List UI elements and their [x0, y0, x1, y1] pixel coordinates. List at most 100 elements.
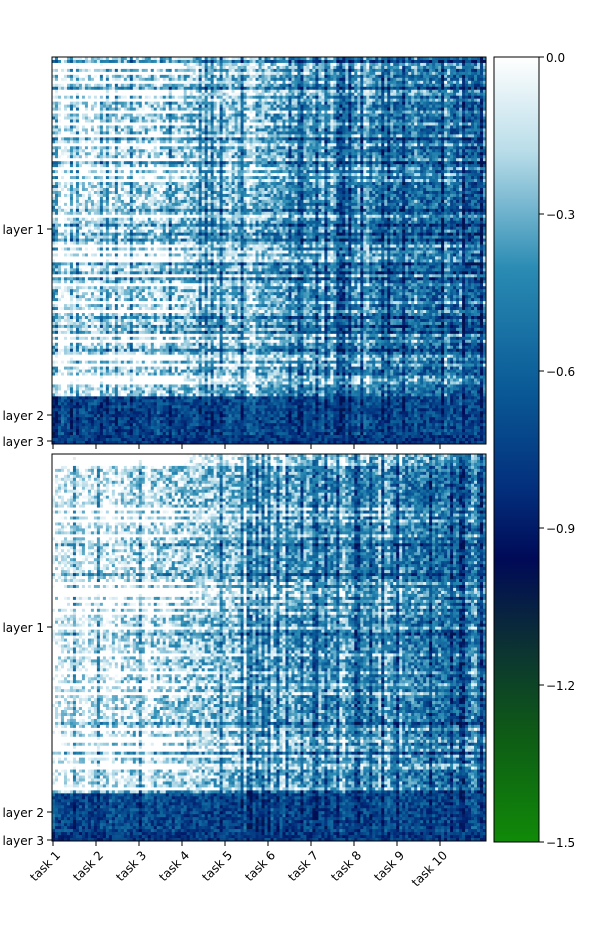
- heatmap-cell: [285, 75, 288, 78]
- heatmap-cell: [265, 72, 268, 75]
- heatmap-cell: [169, 60, 172, 63]
- heatmap-cell: [202, 63, 205, 66]
- heatmap-cell: [300, 63, 303, 66]
- heatmap-cell: [288, 84, 291, 87]
- heatmap-cell: [91, 78, 94, 81]
- heatmap-cell: [259, 87, 262, 90]
- heatmap-cell: [351, 66, 354, 69]
- heatmap-cell: [408, 57, 411, 60]
- heatmap-cell: [357, 87, 360, 90]
- heatmap-cell: [441, 78, 444, 81]
- heatmap-cell: [444, 87, 447, 90]
- heatmap-cell: [366, 78, 369, 81]
- heatmap-cell: [136, 60, 139, 63]
- heatmap-cell: [474, 57, 477, 60]
- heatmap-cell: [306, 66, 309, 69]
- heatmap-cell: [238, 72, 241, 75]
- heatmap-cell: [342, 93, 345, 96]
- heatmap-cell: [324, 57, 327, 60]
- heatmap-cell: [112, 66, 115, 69]
- heatmap-cell: [79, 90, 82, 93]
- heatmap-cell: [214, 87, 217, 90]
- heatmap-cell: [247, 75, 250, 78]
- heatmap-cell: [151, 87, 154, 90]
- heatmap-cell: [202, 75, 205, 78]
- heatmap-cell: [453, 84, 456, 87]
- heatmap-cell: [205, 72, 208, 75]
- heatmap-cell: [435, 93, 438, 96]
- heatmap-cell: [315, 57, 318, 60]
- heatmap-cell: [291, 84, 294, 87]
- heatmap-cell: [145, 75, 148, 78]
- heatmap-cell: [187, 93, 190, 96]
- heatmap-cell: [136, 66, 139, 69]
- heatmap-cell: [459, 57, 462, 60]
- heatmap-cell: [115, 81, 118, 84]
- heatmap-cell: [276, 72, 279, 75]
- heatmap-cell: [100, 81, 103, 84]
- heatmap-cell: [453, 75, 456, 78]
- heatmap-cell: [253, 63, 256, 66]
- heatmap-cell: [402, 60, 405, 63]
- heatmap-cell: [468, 84, 471, 87]
- heatmap-cell: [294, 84, 297, 87]
- heatmap-cell: [453, 90, 456, 93]
- heatmap-cell: [399, 87, 402, 90]
- heatmap-cell: [321, 69, 324, 72]
- heatmap-cell: [70, 60, 73, 63]
- heatmap-cell: [447, 90, 450, 93]
- heatmap-cell: [199, 60, 202, 63]
- heatmap-cell: [291, 87, 294, 90]
- heatmap-cell: [223, 87, 226, 90]
- heatmap-cell: [58, 69, 61, 72]
- heatmap-cell: [324, 72, 327, 75]
- heatmap-cell: [172, 93, 175, 96]
- heatmap-cell: [184, 63, 187, 66]
- heatmap-cell: [142, 96, 145, 99]
- heatmap-top-cells: [52, 57, 486, 444]
- heatmap-cell: [76, 75, 79, 78]
- heatmap-cell: [175, 57, 178, 60]
- heatmap-cell: [399, 75, 402, 78]
- heatmap-cell: [154, 75, 157, 78]
- heatmap-cell: [211, 75, 214, 78]
- heatmap-cell: [220, 84, 223, 87]
- heatmap-cell: [154, 66, 157, 69]
- heatmap-cell: [151, 84, 154, 87]
- heatmap-cell: [339, 87, 342, 90]
- heatmap-cell: [339, 78, 342, 81]
- heatmap-cell: [127, 93, 130, 96]
- heatmap-cell: [250, 90, 253, 93]
- heatmap-cell: [318, 93, 321, 96]
- heatmap-cell: [312, 63, 315, 66]
- heatmap-cell: [205, 96, 208, 99]
- heatmap-cell: [381, 87, 384, 90]
- heatmap-cell: [450, 78, 453, 81]
- heatmap-cell: [417, 66, 420, 69]
- heatmap-cell: [351, 84, 354, 87]
- heatmap-cell: [136, 78, 139, 81]
- heatmap-cell: [330, 87, 333, 90]
- heatmap-cell: [399, 81, 402, 84]
- heatmap-cell: [306, 93, 309, 96]
- heatmap-cell: [459, 84, 462, 87]
- heatmap-cell: [199, 87, 202, 90]
- heatmap-cell: [61, 96, 64, 99]
- heatmap-cell: [453, 60, 456, 63]
- heatmap-cell: [235, 63, 238, 66]
- heatmap-cell: [73, 60, 76, 63]
- heatmap-cell: [450, 81, 453, 84]
- heatmap-cell: [184, 69, 187, 72]
- heatmap-cell: [357, 90, 360, 93]
- heatmap-cell: [480, 81, 483, 84]
- heatmap-cell: [426, 57, 429, 60]
- heatmap-cell: [321, 63, 324, 66]
- heatmap-cell: [259, 57, 262, 60]
- heatmap-cell: [291, 66, 294, 69]
- heatmap-cell: [369, 57, 372, 60]
- heatmap-cell: [273, 60, 276, 63]
- heatmap-cell: [253, 96, 256, 99]
- heatmap-cell: [184, 78, 187, 81]
- heatmap-cell: [432, 57, 435, 60]
- heatmap-cell: [130, 66, 133, 69]
